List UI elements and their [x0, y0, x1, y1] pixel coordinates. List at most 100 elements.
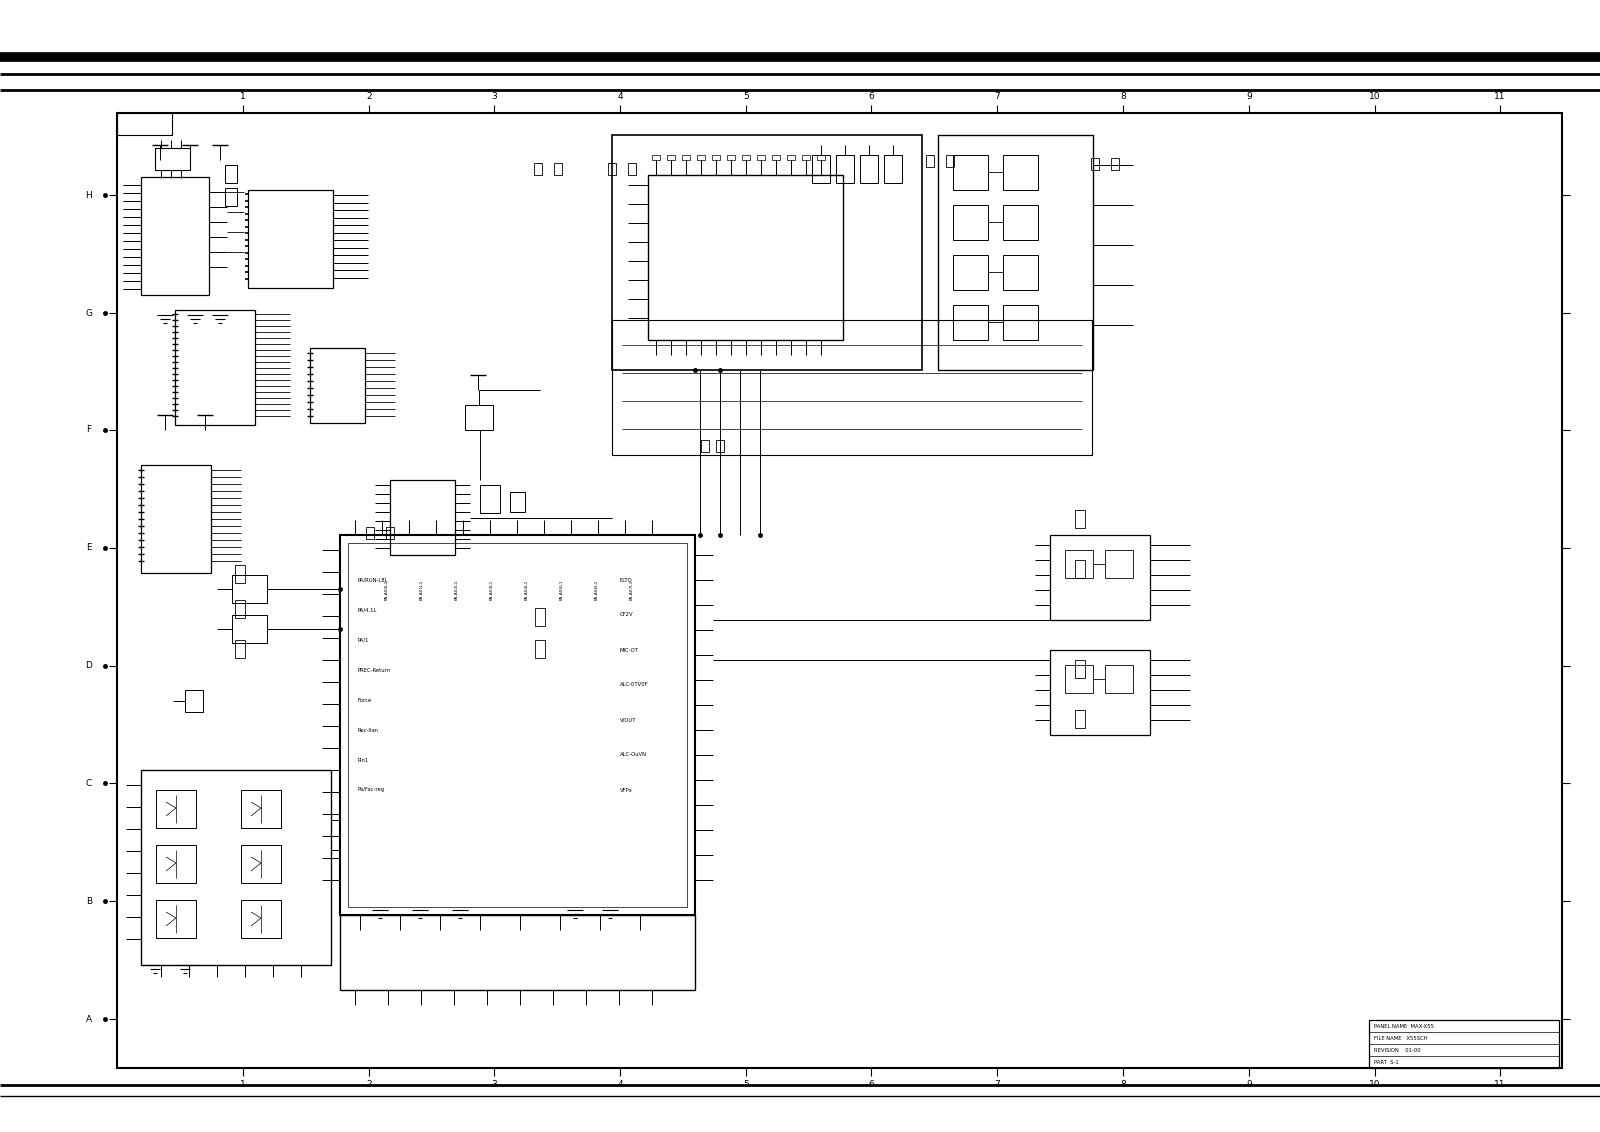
Bar: [141, 770, 331, 964]
Text: 9: 9: [1246, 92, 1251, 101]
Bar: [608, 163, 616, 175]
Text: MIC-OT: MIC-OT: [621, 648, 638, 652]
Text: 2: 2: [366, 92, 371, 101]
Text: PA/RUN-L8L: PA/RUN-L8L: [358, 577, 389, 583]
Bar: [1106, 550, 1133, 578]
Bar: [510, 492, 525, 512]
Bar: [802, 155, 810, 160]
Text: 10: 10: [1370, 92, 1381, 101]
Bar: [954, 305, 989, 340]
Bar: [390, 480, 454, 555]
Bar: [174, 310, 254, 424]
Text: ELTO: ELTO: [621, 577, 632, 583]
Bar: [366, 528, 374, 539]
Bar: [1003, 255, 1038, 290]
Text: 6: 6: [869, 92, 874, 101]
Bar: [611, 135, 922, 370]
Bar: [141, 177, 210, 295]
Bar: [1075, 511, 1085, 528]
Bar: [232, 615, 267, 643]
Text: 8: 8: [1120, 92, 1126, 101]
Text: 10: 10: [1370, 1080, 1381, 1089]
Bar: [480, 484, 499, 513]
Bar: [1066, 664, 1093, 693]
Bar: [861, 155, 878, 183]
Text: PA-A07L1: PA-A07L1: [630, 580, 634, 600]
Bar: [698, 155, 706, 160]
Bar: [742, 155, 750, 160]
Text: PANEL NAME  MAX-X55: PANEL NAME MAX-X55: [1374, 1023, 1434, 1029]
Bar: [1003, 305, 1038, 340]
Text: Pa/Fac-reg: Pa/Fac-reg: [358, 788, 386, 792]
Bar: [667, 155, 675, 160]
Bar: [157, 900, 195, 938]
Bar: [682, 155, 690, 160]
Text: VFPx: VFPx: [621, 788, 634, 792]
Text: 4: 4: [618, 92, 622, 101]
Text: D: D: [85, 661, 93, 670]
Bar: [242, 844, 282, 883]
Bar: [235, 600, 245, 618]
Text: ALC-OuVN: ALC-OuVN: [621, 753, 646, 757]
Text: PART  S-1: PART S-1: [1374, 1060, 1398, 1064]
Text: Force: Force: [358, 697, 373, 703]
Bar: [954, 255, 989, 290]
Bar: [1091, 158, 1099, 170]
Bar: [1110, 158, 1118, 170]
Bar: [226, 188, 237, 206]
Text: 6: 6: [869, 1080, 874, 1089]
Bar: [954, 155, 989, 190]
Text: 5: 5: [742, 1080, 749, 1089]
Bar: [466, 405, 493, 430]
Bar: [701, 440, 709, 452]
Bar: [232, 575, 267, 603]
Text: 2: 2: [366, 1080, 371, 1089]
Text: PA-A02L1: PA-A02L1: [454, 580, 459, 600]
Bar: [242, 790, 282, 827]
Text: H: H: [86, 190, 93, 199]
Bar: [534, 608, 546, 626]
Text: Rec-Ilan: Rec-Ilan: [358, 728, 379, 732]
Bar: [310, 348, 365, 423]
Bar: [954, 205, 989, 240]
Bar: [1050, 535, 1150, 620]
Bar: [726, 155, 734, 160]
Bar: [1003, 205, 1038, 240]
Text: E: E: [86, 543, 91, 552]
Text: F: F: [86, 426, 91, 435]
Bar: [235, 565, 245, 583]
Text: 11: 11: [1494, 1080, 1506, 1089]
Text: 7: 7: [994, 92, 1000, 101]
Bar: [1075, 660, 1085, 678]
Bar: [1075, 560, 1085, 578]
Text: Pin1: Pin1: [358, 757, 370, 763]
Bar: [117, 113, 173, 135]
Bar: [1075, 710, 1085, 728]
Text: 9: 9: [1246, 1080, 1251, 1089]
Bar: [717, 440, 723, 452]
Bar: [938, 135, 1093, 370]
Bar: [757, 155, 765, 160]
Bar: [1050, 650, 1150, 735]
Bar: [534, 163, 542, 175]
Bar: [648, 175, 843, 340]
Text: ALC-0TV0F: ALC-0TV0F: [621, 683, 648, 687]
Bar: [1106, 664, 1133, 693]
Text: 1: 1: [240, 1080, 246, 1089]
Bar: [248, 190, 333, 288]
Text: 1: 1: [240, 92, 246, 101]
Bar: [835, 155, 854, 183]
Text: C: C: [86, 779, 93, 788]
Bar: [349, 543, 686, 907]
Text: 5: 5: [742, 92, 749, 101]
Text: PA-A03L1: PA-A03L1: [490, 580, 494, 600]
Text: PA/1: PA/1: [358, 637, 370, 643]
Bar: [712, 155, 720, 160]
Bar: [554, 163, 562, 175]
Bar: [1370, 1020, 1558, 1067]
Text: PA-A01L1: PA-A01L1: [419, 580, 424, 600]
Text: 4: 4: [618, 1080, 622, 1089]
Bar: [813, 155, 830, 183]
Bar: [155, 148, 190, 170]
Bar: [534, 640, 546, 658]
